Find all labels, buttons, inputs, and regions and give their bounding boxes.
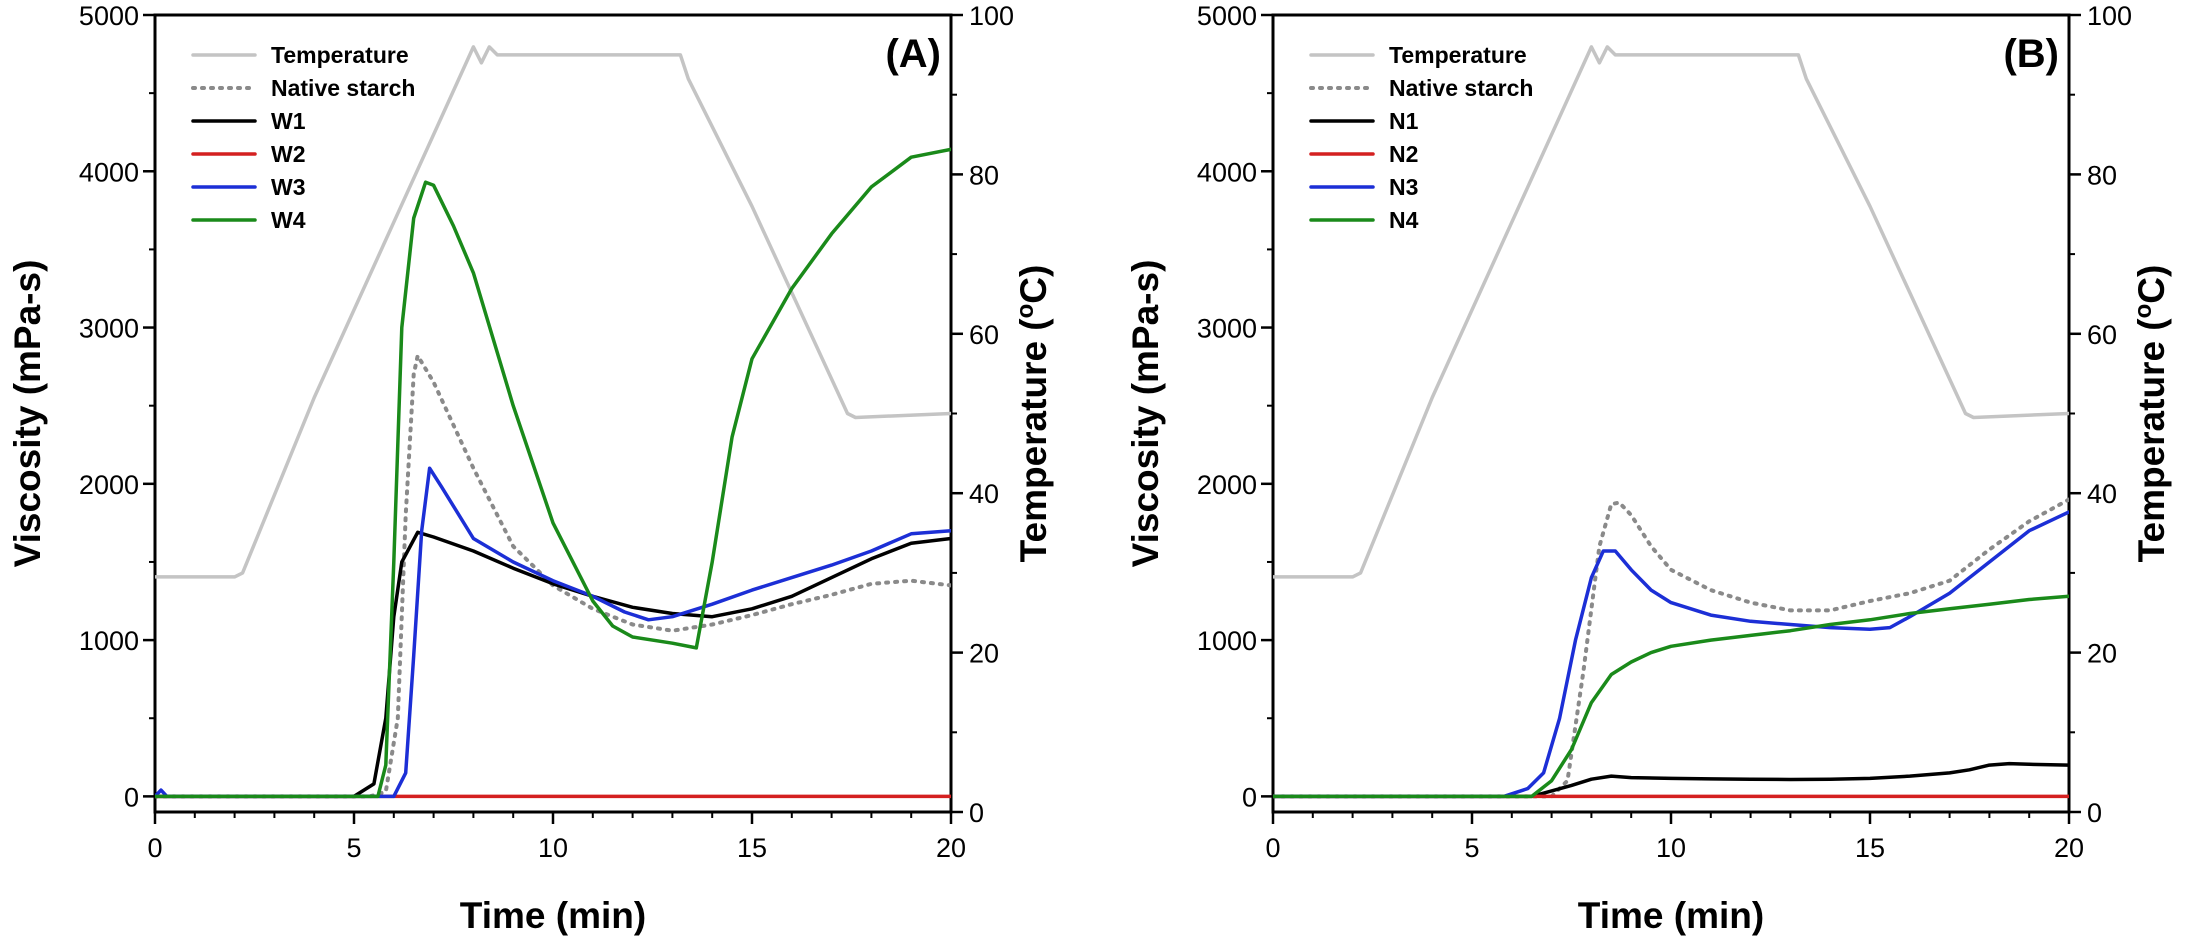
chart-a-series-temperature	[155, 45, 951, 579]
chart-a-ytick-left-label-5: 5000	[79, 1, 139, 31]
chart-a-xtick-label-0: 0	[147, 833, 162, 863]
chart-b-xtick-label-1: 5	[1464, 833, 1479, 863]
chart-a-ytick-left-label-3: 3000	[79, 314, 139, 344]
chart-b-series-n1	[1273, 761, 2069, 799]
chart-b-xtick-label-0: 0	[1265, 833, 1280, 863]
chart-a-ytick-right-label-4: 80	[969, 160, 999, 190]
chart-a-ylabel-right-prefix: Temperature (	[1013, 318, 1054, 563]
chart-a-ytick-left-label-1: 1000	[79, 626, 139, 656]
chart-a-ylabel-right-suffix: C)	[1013, 265, 1054, 304]
chart-b-ytick-right-label-3: 60	[2087, 320, 2117, 350]
chart-b-ylabel-right-suffix: C)	[2131, 265, 2172, 304]
chart-a-ytick-right-label-2: 40	[969, 479, 999, 509]
chart-a-plot-area	[155, 45, 951, 799]
chart-a-legend: Temperature Native starch W1 W2 W3 W4	[191, 42, 415, 233]
chart-a-ytick-right-label-1: 20	[969, 639, 999, 669]
chart-b-ytick-left-label-2: 2000	[1197, 470, 1257, 500]
chart-a-ylabel-right: Temperature (oC)	[1012, 265, 1055, 563]
chart-a-xlabel: Time (min)	[460, 895, 646, 936]
chart-b-ytick-left-label-4: 4000	[1197, 157, 1257, 187]
chart-a-series-w1	[155, 530, 951, 799]
chart-b-ytick-right-label-5: 100	[2087, 1, 2132, 31]
chart-b-ytick-left-label-3: 3000	[1197, 314, 1257, 344]
chart-b-ytick-left-label-1: 1000	[1197, 626, 1257, 656]
chart-b-legend-label-2: N1	[1389, 108, 1419, 134]
chart-b-ytick-right-label-2: 40	[2087, 479, 2117, 509]
chart-b: 0 5 10 15 2001000200030004000500002040608010…	[1125, 1, 2172, 936]
chart-b-ytick-left-label-5: 5000	[1197, 1, 1257, 31]
chart-a-xtick-label-4: 20	[936, 833, 966, 863]
chart-b-ylabel-right: Temperature (oC)	[2130, 265, 2173, 563]
chart-a-frame	[153, 13, 953, 814]
chart-a-legend-label-1: Native starch	[271, 75, 415, 101]
chart-a-legend-label-4: W3	[271, 174, 306, 200]
chart-b-legend-label-0: Temperature	[1389, 42, 1527, 68]
chart-a-ytick-left-label-0: 0	[124, 782, 139, 812]
chart-b-legend: Temperature Native starch N1 N2 N3 N4	[1309, 42, 1533, 233]
chart-a-panel-label: (A)	[885, 32, 941, 76]
chart-a-ytick-left-label-2: 2000	[79, 470, 139, 500]
chart-a-legend-label-5: W4	[271, 207, 306, 233]
chart-b-ytick-right-label-0: 0	[2087, 798, 2102, 828]
chart-b-series-temperature	[1273, 45, 2069, 579]
chart-b-ytick-right-label-4: 80	[2087, 160, 2117, 190]
chart-b-legend-label-5: N4	[1389, 207, 1419, 233]
chart-a-ylabel-left: Viscosity (mPa-s)	[7, 260, 48, 568]
chart-b-xlabel: Time (min)	[1578, 895, 1764, 936]
chart-b-plot-area	[1273, 45, 2069, 799]
chart-a-xtick-label-3: 15	[737, 833, 767, 863]
chart-a-xtick-label-1: 5	[346, 833, 361, 863]
chart-a-ytick-right-label-0: 0	[969, 798, 984, 828]
chart-b-legend-label-3: N2	[1389, 141, 1418, 167]
chart-b-ylabel-right-prefix: Temperature (	[2131, 318, 2172, 563]
chart-b-xtick-label-2: 10	[1656, 833, 1686, 863]
chart-b-xtick-label-3: 15	[1855, 833, 1885, 863]
chart-b-legend-label-4: N3	[1389, 174, 1418, 200]
chart-a-ytick-right-label-3: 60	[969, 320, 999, 350]
chart-a-xtick-label-2: 10	[538, 833, 568, 863]
chart-b-ylabel-right-super: o	[2130, 304, 2157, 319]
chart-b-series-native-starch	[1273, 497, 2069, 799]
chart-b-panel-label: (B)	[2003, 32, 2059, 76]
chart-b-legend-label-1: Native starch	[1389, 75, 1533, 101]
chart-a: 0 5 10 15 2001000200030004000500002040608010…	[7, 1, 1054, 936]
chart-b-frame	[1271, 13, 2071, 814]
chart-a-ytick-left-label-4: 4000	[79, 157, 139, 187]
chart-b-series-n4	[1273, 594, 2069, 799]
chart-b-ylabel-left: Viscosity (mPa-s)	[1125, 260, 1166, 568]
chart-b-series-n3	[1273, 510, 2069, 799]
chart-b-xtick-label-4: 20	[2054, 833, 2084, 863]
chart-a-series-w4	[155, 147, 951, 799]
chart-a-legend-label-3: W2	[271, 141, 306, 167]
chart-a-ylabel-right-super: o	[1012, 304, 1039, 319]
chart-a-ytick-right-label-5: 100	[969, 1, 1014, 31]
chart-a-legend-label-2: W1	[271, 108, 306, 134]
chart-b-ytick-left-label-0: 0	[1242, 782, 1257, 812]
chart-a-legend-label-0: Temperature	[271, 42, 409, 68]
chart-a-series-w3	[155, 466, 951, 799]
chart-b-ytick-right-label-1: 20	[2087, 639, 2117, 669]
